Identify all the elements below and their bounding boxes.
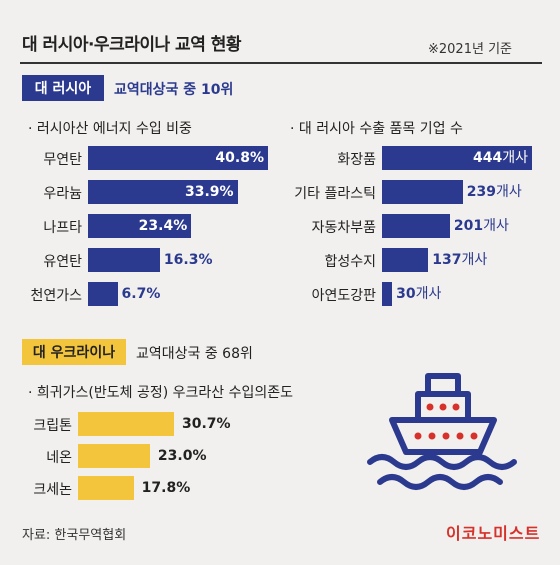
energy-chart-title: · 러시아산 에너지 수입 비중 [28,121,192,137]
bar [88,146,268,170]
ukraine-rank: 교역대상국 중 68위 [136,346,253,362]
brand-logo: 이코노미스트 [446,524,541,543]
source-note: 자료: 한국무역협회 [22,528,127,543]
bar [78,476,134,500]
bar [78,412,174,436]
bar [88,180,238,204]
title-divider [20,62,542,64]
bar [382,282,393,306]
value-label: 30.7% [182,416,231,432]
category-label: 유연탄 [43,254,82,270]
value-label: 33.9% [184,184,234,200]
value-label: 23.0% [157,448,207,464]
value-label: 239개사 [466,184,522,200]
category-label: 네온 [46,450,72,466]
bar [88,214,192,238]
category-label: 자동차부품 [311,220,376,236]
bar [382,248,429,272]
category-label: 합성수지 [324,254,376,270]
value-label: 444개사 [473,150,528,166]
rare-gas-chart: 크립톤 30.7% 네온 23.0% 크세논 17.8% [33,412,231,500]
bar [382,180,463,204]
gas-chart-title: · 희귀가스(반도체 공정) 우크라산 수입의존도 [28,385,294,401]
bar [382,146,532,170]
unit-label: 개사 [415,286,442,302]
category-label: 나프타 [43,220,82,236]
export-chart-title: · 대 러시아 수출 품목 기업 수 [290,121,463,137]
unit-label: 개사 [483,218,509,234]
unit-label: 개사 [461,252,488,268]
page-title: 대 러시아·우크라이나 교역 현황 [22,35,242,55]
category-label: 우라늄 [43,186,82,202]
category-label: 천연가스 [30,288,82,304]
category-label: 화장품 [337,152,376,168]
value-label: 23.4% [138,218,188,234]
basis-note: ※2021년 기준 [428,42,512,57]
category-label: 무연탄 [43,152,82,168]
bar [88,248,160,272]
ukraine-tag: 대 우크라이나 [22,339,126,365]
bar [78,444,150,468]
category-label: 기타 플라스틱 [294,186,376,202]
value-label: 40.8% [215,150,264,166]
category-label: 크립톤 [33,418,72,434]
energy-import-chart: 무연탄 40.8% 우라늄 33.9% 나프타 23.4% 유연탄 16.3% 천연가스 6.7% [30,146,268,306]
unit-label: 개사 [495,184,522,200]
value-label: 17.8% [141,480,191,496]
value-label: 201개사 [453,218,509,234]
bar [382,214,450,238]
value-label: 30개사 [396,286,442,302]
ship-icon [367,373,517,490]
unit-label: 개사 [502,150,528,166]
category-label: 아연도강판 [311,288,376,304]
russia-tag: 대 러시아 [22,75,104,101]
russia-rank: 교역대상국 중 10위 [114,82,234,98]
bar [88,282,118,306]
value-label: 6.7% [121,286,161,302]
value-label: 137개사 [432,252,488,268]
category-label: 크세논 [33,482,72,498]
value-label: 16.3% [163,252,213,268]
